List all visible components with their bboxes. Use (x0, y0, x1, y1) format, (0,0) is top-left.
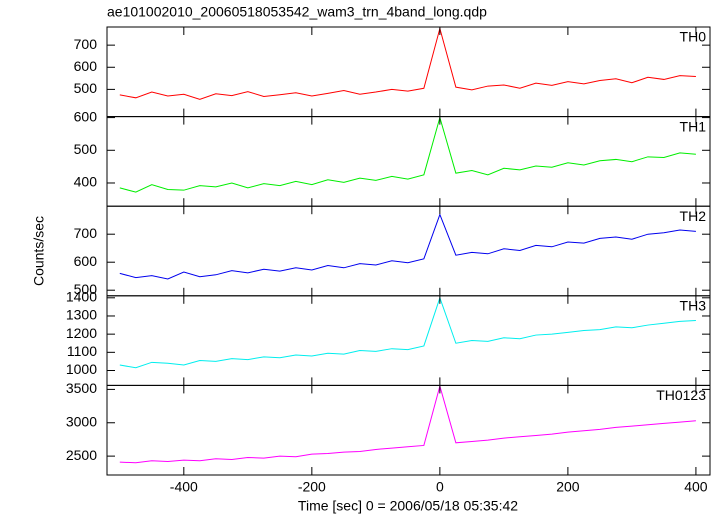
y-tick-label: 500 (74, 80, 98, 96)
y-tick-label: 1000 (66, 361, 97, 377)
y-tick-label: 1400 (66, 289, 97, 305)
panel-frame (106, 384, 711, 476)
y-tick-label: 3000 (66, 413, 97, 429)
y-tick-label: 1100 (67, 343, 97, 359)
x-tick-label: 400 (684, 479, 708, 495)
y-tick-label: 2500 (66, 447, 97, 463)
y-tick-label: 600 (74, 253, 98, 269)
y-tick-label: 500 (74, 141, 98, 157)
x-tick-label: -200 (298, 479, 326, 495)
series-label: TH3 (680, 298, 707, 314)
x-tick-label: 0 (436, 479, 444, 495)
y-tick-label: 1200 (66, 325, 97, 341)
data-line (119, 385, 696, 464)
y-tick-label: 3500 (66, 380, 97, 396)
y-tick-label: 600 (74, 58, 98, 74)
panel-frame (106, 295, 711, 386)
series-label: TH0 (680, 29, 707, 45)
x-axis-label: Time [sec] 0 = 2006/05/18 05:35:42 (298, 498, 518, 514)
data-line (119, 213, 696, 280)
y-tick-label: 700 (74, 36, 98, 52)
y-tick-label: 1300 (66, 307, 97, 323)
data-line (119, 116, 696, 193)
series-label: TH0123 (656, 387, 706, 403)
data-line (119, 296, 696, 369)
chart-title: ae101002010_20060518053542_wam3_trn_4ban… (107, 4, 487, 20)
y-tick-label: 700 (74, 225, 98, 241)
y-axis-label: Counts/sec (31, 216, 47, 286)
y-tick-label: 600 (74, 108, 98, 124)
data-line (119, 27, 696, 100)
panel-frame (106, 205, 711, 297)
panel-frame (106, 116, 711, 207)
x-tick-label: 200 (556, 479, 580, 495)
series-label: TH2 (680, 208, 707, 224)
x-tick-label: -400 (170, 479, 198, 495)
y-tick-label: 400 (74, 174, 98, 190)
panel-frame (106, 26, 711, 118)
y-tick-label: 500 (74, 281, 98, 297)
series-label: TH1 (680, 118, 707, 134)
